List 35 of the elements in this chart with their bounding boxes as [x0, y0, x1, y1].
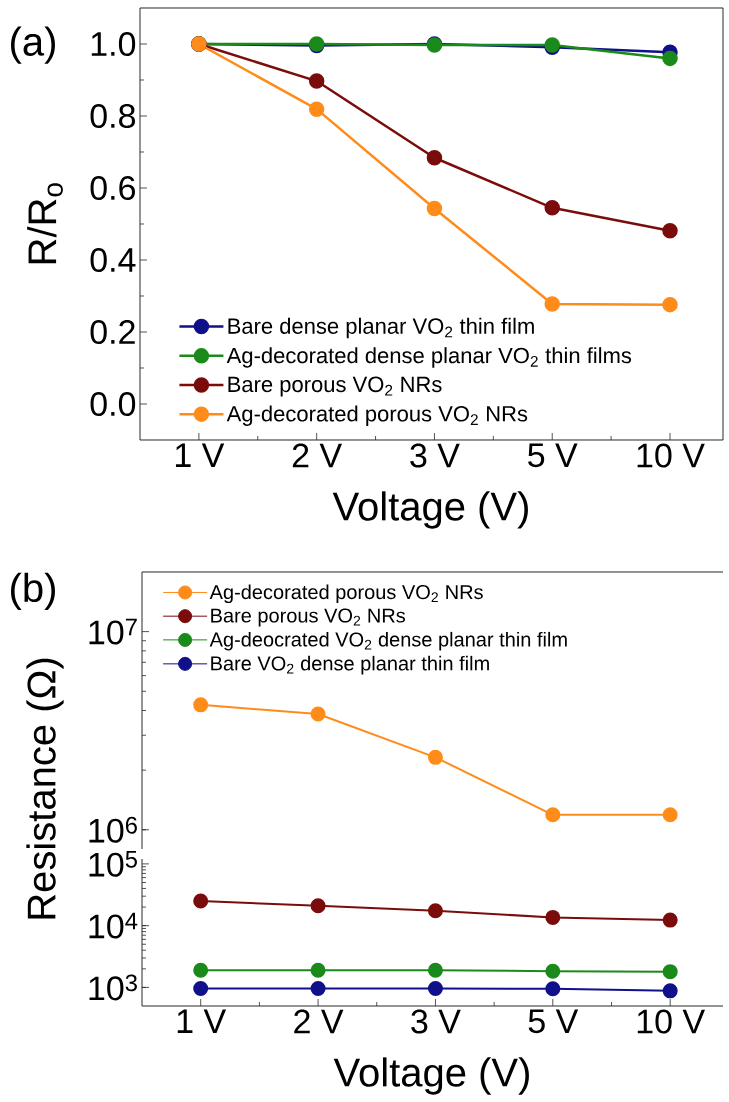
- x-tick-label: 2 V: [292, 443, 342, 468]
- y-tick-label: 10$^{7}$: [89, 618, 137, 645]
- legend-label: Ag-decorated porous VO$_{2}$ NRs: [209, 584, 483, 604]
- x-tick-label: 1 V: [177, 1009, 227, 1033]
- y-tick-label: 10$^{5}$: [89, 851, 137, 877]
- text: (b): [11, 572, 55, 610]
- text: (a): [11, 26, 55, 64]
- legend-label: Bare dense planar VO$_{2}$ thin film: [228, 317, 534, 339]
- y-tick-label: 0.8: [90, 103, 136, 129]
- x-tick-label: 5 V: [528, 443, 578, 468]
- legend-label: Ag-decorated dense planar VO$_{2}$ thin films: [226, 347, 632, 368]
- y-tick-label: 10$^{6}$: [89, 816, 137, 843]
- legend-label: Ag-decorated porous VO$_{2}$ NRs: [226, 405, 528, 426]
- y-tick-label: 0.0: [90, 391, 136, 417]
- y-tick-label: 0.4: [90, 247, 136, 273]
- y-tick-label: 0.6: [90, 175, 135, 201]
- legend-label: Ag-deocrated VO$_{2}$ dense planar thin film: [209, 631, 567, 651]
- x-axis-title: Voltage (V): [332, 491, 528, 529]
- x-tick-label: 10 V: [637, 1009, 705, 1034]
- x-tick-label: 2 V: [294, 1009, 344, 1034]
- x-tick-label: 3 V: [410, 443, 460, 468]
- y-tick-label: 10$^{4}$: [89, 912, 138, 939]
- y-axis-title: R/R$_{o}$: [27, 183, 63, 264]
- x-axis-title: Voltage (V): [333, 1057, 529, 1095]
- y-tick-label: 0.2: [90, 319, 135, 345]
- y-axis-title: Resistance (Ω): [26, 658, 64, 919]
- y-tick-label: 10$^{3}$: [89, 974, 137, 1001]
- x-tick-label: 10 V: [637, 443, 705, 468]
- x-tick-label: 3 V: [411, 1009, 461, 1034]
- x-tick-label: 1 V: [175, 443, 225, 467]
- legend-label: Bare porous VO$_{2}$ NRs: [228, 376, 442, 397]
- legend-label: Bare porous VO$_{2}$ NRs: [211, 608, 406, 627]
- legend-label: Bare VO$_{2}$ dense planar thin film: [211, 655, 489, 675]
- y-tick-label: 1.0: [91, 31, 136, 57]
- x-tick-label: 5 V: [528, 1009, 579, 1034]
